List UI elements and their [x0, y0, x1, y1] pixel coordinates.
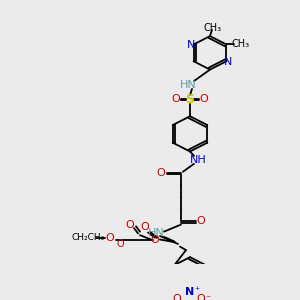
Text: CH₃: CH₃ [204, 23, 222, 33]
Text: O: O [116, 239, 124, 249]
Text: S: S [185, 93, 194, 106]
Text: N: N [224, 57, 232, 67]
Text: ⁺: ⁺ [194, 286, 200, 296]
Text: O: O [151, 235, 159, 244]
Text: O: O [172, 294, 182, 300]
Text: NH: NH [190, 155, 206, 165]
Text: HN: HN [148, 228, 164, 239]
Text: O: O [172, 94, 180, 103]
Text: O: O [157, 168, 165, 178]
Text: O: O [106, 233, 114, 243]
Text: O: O [196, 294, 206, 300]
Text: ⁻: ⁻ [206, 294, 211, 300]
Text: CH₂CH₃: CH₂CH₃ [71, 233, 105, 242]
Text: O: O [141, 222, 149, 232]
Text: HN: HN [180, 80, 196, 90]
Text: N: N [185, 286, 195, 296]
Text: O: O [126, 220, 134, 230]
Text: O: O [200, 94, 208, 103]
Text: N: N [188, 40, 196, 50]
Text: CH₃: CH₃ [231, 40, 250, 50]
Text: O: O [196, 216, 206, 226]
